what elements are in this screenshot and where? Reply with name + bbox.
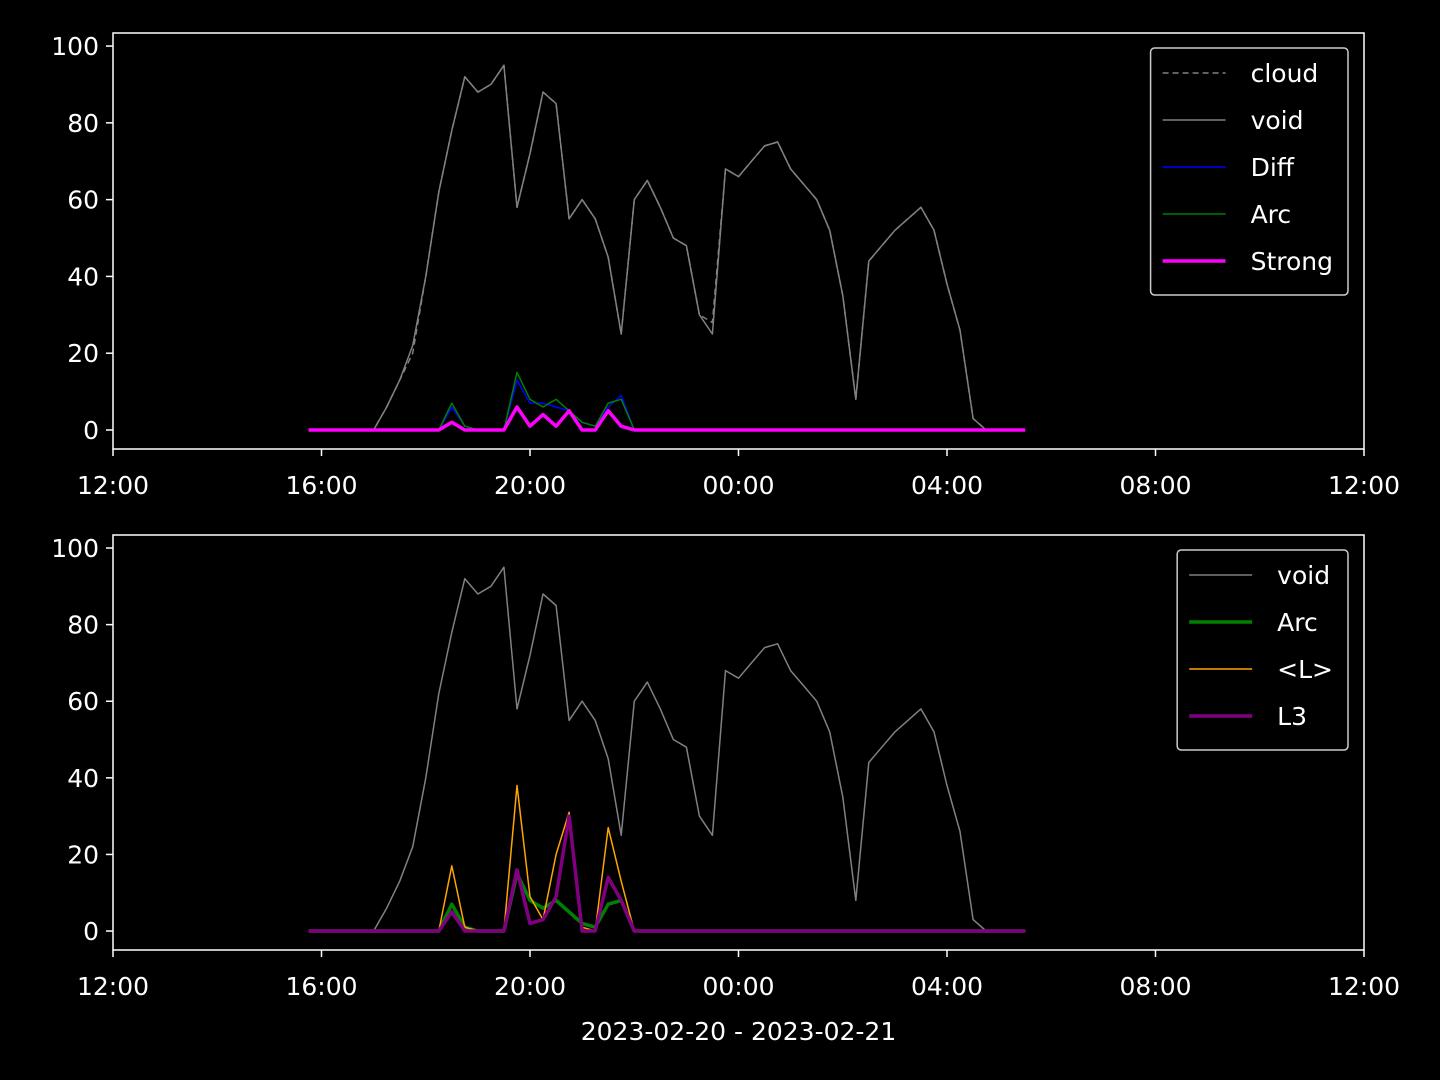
- series-line: [308, 814, 1026, 933]
- series-line: [308, 405, 1026, 432]
- y-tick-label: 100: [51, 534, 99, 563]
- y-tick-label: 40: [67, 262, 99, 291]
- y-tick-label: 0: [83, 416, 99, 445]
- x-tick-label: 16:00: [285, 471, 357, 500]
- legend-label: void: [1277, 561, 1330, 590]
- y-tick-label: 40: [67, 764, 99, 793]
- legend-label: Arc: [1277, 608, 1318, 637]
- x-tick-label: 20:00: [494, 471, 566, 500]
- x-tick-label: 00:00: [702, 972, 774, 1001]
- legend-label: Diff: [1251, 153, 1295, 182]
- legend-label: <L>: [1277, 655, 1333, 684]
- x-tick-label: 00:00: [702, 471, 774, 500]
- y-tick-label: 100: [51, 32, 99, 61]
- legend: void Arc <L> L3: [1176, 549, 1349, 751]
- y-tick-label: 80: [67, 611, 99, 640]
- axes-frame: [112, 534, 1365, 951]
- legend-label: void: [1251, 106, 1304, 135]
- series-line: [308, 64, 1026, 431]
- x-tick-label: 08:00: [1119, 471, 1191, 500]
- y-tick-label: 60: [67, 687, 99, 716]
- x-tick-label: 04:00: [911, 972, 983, 1001]
- x-tick-label: 16:00: [285, 972, 357, 1001]
- x-tick-label: 12:00: [77, 972, 149, 1001]
- legend-label: cloud: [1251, 59, 1319, 88]
- x-tick-label: 08:00: [1119, 972, 1191, 1001]
- x-tick-label: 12:00: [1328, 972, 1400, 1001]
- legend-label: Strong: [1251, 247, 1333, 276]
- x-tick-label: 04:00: [911, 471, 983, 500]
- legend-frame: [1149, 47, 1349, 296]
- legend-frame: [1176, 549, 1349, 751]
- legend-label: Arc: [1251, 200, 1292, 229]
- x-tick-label: 12:00: [1328, 471, 1400, 500]
- y-tick-label: 60: [67, 186, 99, 215]
- axes: 0 20 40 60 80 100 12:00 16:00 20:00 00:00 04:00 08:…: [51, 534, 1400, 1046]
- y-tick-label: 20: [67, 339, 99, 368]
- x-axis-label: 2023-02-20 - 2023-02-21: [581, 1017, 897, 1046]
- y-tick-label: 0: [83, 917, 99, 946]
- series-line: [308, 566, 1026, 932]
- axes: 0 20 40 60 80 100 12:00 16:00 20:00 00:00 04:00 08:…: [51, 32, 1400, 500]
- legend: cloud void Diff Arc Strong: [1149, 47, 1349, 296]
- y-tick-label: 20: [67, 840, 99, 869]
- y-tick-label: 80: [67, 109, 99, 138]
- x-tick-label: 20:00: [494, 972, 566, 1001]
- axes-frame: [112, 32, 1365, 450]
- x-tick-label: 12:00: [77, 471, 149, 500]
- legend-label: L3: [1277, 702, 1307, 731]
